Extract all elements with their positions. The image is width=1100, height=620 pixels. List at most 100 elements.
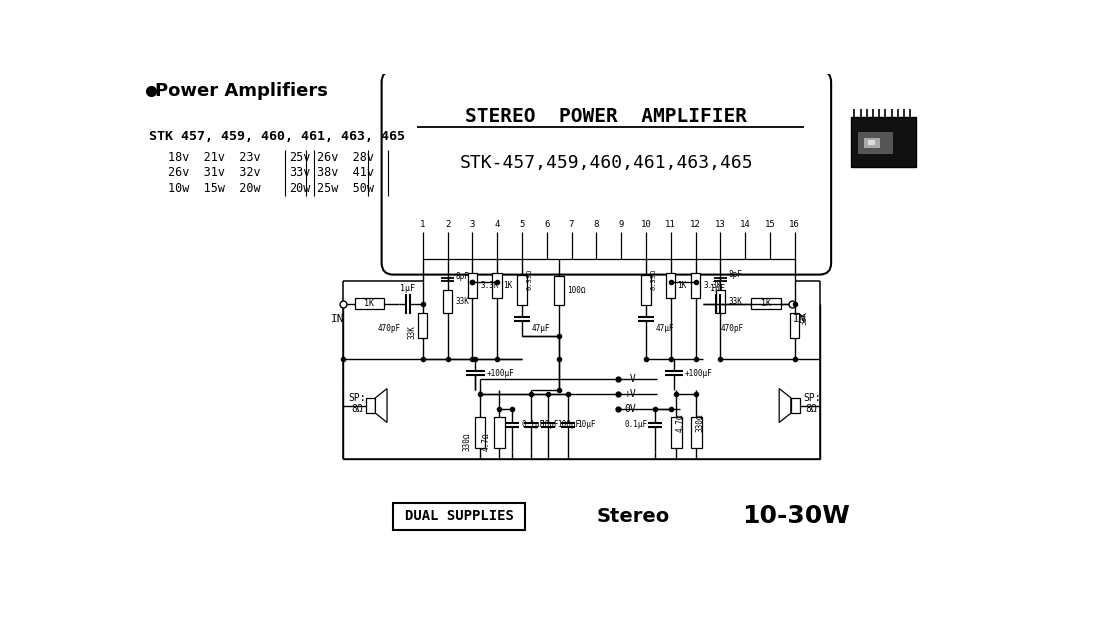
Text: +100μF: +100μF bbox=[684, 369, 713, 378]
Bar bbox=[751, 298, 781, 309]
Text: IN: IN bbox=[793, 314, 807, 324]
Text: 10-30W: 10-30W bbox=[742, 505, 850, 528]
Text: 1K: 1K bbox=[504, 281, 513, 290]
Bar bbox=[517, 275, 527, 306]
Text: 0V: 0V bbox=[624, 404, 636, 414]
Bar bbox=[667, 273, 675, 298]
Text: 4.7Ω: 4.7Ω bbox=[675, 414, 684, 433]
Text: 11: 11 bbox=[666, 220, 676, 229]
Text: 6: 6 bbox=[544, 220, 549, 229]
Bar bbox=[641, 275, 650, 306]
Text: 16: 16 bbox=[790, 220, 800, 229]
Bar bbox=[858, 132, 893, 154]
Text: 0.1μF: 0.1μF bbox=[625, 420, 648, 429]
Text: 1K: 1K bbox=[676, 281, 686, 290]
Text: 25w  50w: 25w 50w bbox=[317, 182, 374, 195]
Bar bbox=[493, 273, 502, 298]
Bar bbox=[691, 417, 702, 448]
Text: 33K: 33K bbox=[728, 297, 741, 306]
Text: 25v: 25v bbox=[289, 151, 311, 164]
Text: 1μF: 1μF bbox=[710, 284, 725, 293]
Text: 3.3K: 3.3K bbox=[480, 281, 498, 290]
Text: 18v  21v  23v: 18v 21v 23v bbox=[168, 151, 261, 164]
Text: 8Ω: 8Ω bbox=[351, 404, 363, 414]
Text: 38v  41v: 38v 41v bbox=[317, 166, 374, 179]
Text: 8: 8 bbox=[594, 220, 600, 229]
Text: 20w: 20w bbox=[289, 182, 311, 195]
Text: 33K: 33K bbox=[407, 326, 416, 339]
Text: 0.33Ω: 0.33Ω bbox=[527, 268, 532, 290]
Bar bbox=[468, 273, 477, 298]
Text: 14: 14 bbox=[739, 220, 750, 229]
Bar bbox=[868, 140, 876, 145]
Bar bbox=[366, 398, 375, 413]
FancyBboxPatch shape bbox=[382, 71, 832, 275]
Text: 47μF: 47μF bbox=[656, 324, 673, 333]
Text: 15: 15 bbox=[764, 220, 776, 229]
Text: 470pF: 470pF bbox=[722, 324, 745, 333]
Text: 33K: 33K bbox=[455, 297, 469, 306]
Text: 10w  15w  20w: 10w 15w 20w bbox=[168, 182, 261, 195]
Text: 4.7Ω: 4.7Ω bbox=[482, 433, 491, 451]
Text: 9: 9 bbox=[618, 220, 624, 229]
Text: 33v: 33v bbox=[289, 166, 311, 179]
Bar bbox=[791, 398, 800, 413]
Text: Stereo: Stereo bbox=[597, 507, 670, 526]
Bar bbox=[418, 313, 427, 338]
Text: 470pF: 470pF bbox=[378, 324, 402, 333]
Text: 3.3K: 3.3K bbox=[703, 281, 722, 290]
Text: STK 457, 459, 460, 461, 463, 465: STK 457, 459, 460, 461, 463, 465 bbox=[150, 130, 405, 143]
Bar bbox=[474, 417, 485, 448]
Text: 1K: 1K bbox=[364, 299, 374, 308]
Text: 33K: 33K bbox=[800, 311, 808, 326]
Text: DUAL SUPPLIES: DUAL SUPPLIES bbox=[405, 510, 514, 523]
Text: +V: +V bbox=[624, 389, 636, 399]
Polygon shape bbox=[375, 389, 387, 422]
Bar bbox=[671, 417, 682, 448]
Bar bbox=[443, 290, 452, 313]
Text: 26v  31v  32v: 26v 31v 32v bbox=[168, 166, 261, 179]
Text: 2: 2 bbox=[444, 220, 450, 229]
Text: 1K: 1K bbox=[761, 299, 771, 308]
Bar bbox=[354, 298, 384, 309]
Text: IN: IN bbox=[331, 314, 344, 324]
Bar bbox=[716, 290, 725, 313]
Text: 0.33Ω: 0.33Ω bbox=[651, 268, 657, 290]
Text: 47μF: 47μF bbox=[531, 324, 550, 333]
Text: 330Ω: 330Ω bbox=[695, 414, 705, 433]
Text: 13: 13 bbox=[715, 220, 726, 229]
Text: 1: 1 bbox=[420, 220, 426, 229]
Text: 4: 4 bbox=[494, 220, 499, 229]
Bar bbox=[790, 313, 800, 338]
Bar bbox=[554, 276, 563, 306]
Bar bbox=[865, 138, 880, 148]
Bar bbox=[394, 503, 525, 530]
Polygon shape bbox=[779, 389, 791, 422]
Text: Power Amplifiers: Power Amplifiers bbox=[154, 82, 328, 100]
Text: 10μF: 10μF bbox=[540, 420, 559, 429]
Text: 1μF: 1μF bbox=[399, 284, 415, 293]
Text: 3: 3 bbox=[470, 220, 475, 229]
Bar bbox=[494, 417, 505, 448]
Text: 7: 7 bbox=[569, 220, 574, 229]
Text: 8Ω: 8Ω bbox=[806, 404, 817, 414]
Text: SP:: SP: bbox=[803, 393, 821, 403]
Text: 100Ω: 100Ω bbox=[566, 286, 585, 295]
Text: 330Ω: 330Ω bbox=[462, 433, 472, 451]
Text: 10μF: 10μF bbox=[576, 420, 595, 429]
Text: 26v  28v: 26v 28v bbox=[317, 151, 374, 164]
Text: SP:: SP: bbox=[348, 393, 365, 403]
Text: 10: 10 bbox=[640, 220, 651, 229]
Text: 8pF: 8pF bbox=[728, 270, 741, 279]
Text: STK-457,459,460,461,463,465: STK-457,459,460,461,463,465 bbox=[460, 154, 754, 172]
Text: STEREO  POWER  AMPLIFIER: STEREO POWER AMPLIFIER bbox=[465, 107, 747, 126]
Text: 5: 5 bbox=[519, 220, 525, 229]
Text: +100μF: +100μF bbox=[486, 369, 514, 378]
Text: 100μF: 100μF bbox=[558, 420, 581, 429]
Text: 8pF: 8pF bbox=[455, 272, 469, 281]
Bar bbox=[850, 117, 916, 167]
Text: 12: 12 bbox=[690, 220, 701, 229]
Bar bbox=[691, 273, 700, 298]
Text: -V: -V bbox=[624, 373, 636, 384]
Text: 0.1μF: 0.1μF bbox=[521, 420, 544, 429]
